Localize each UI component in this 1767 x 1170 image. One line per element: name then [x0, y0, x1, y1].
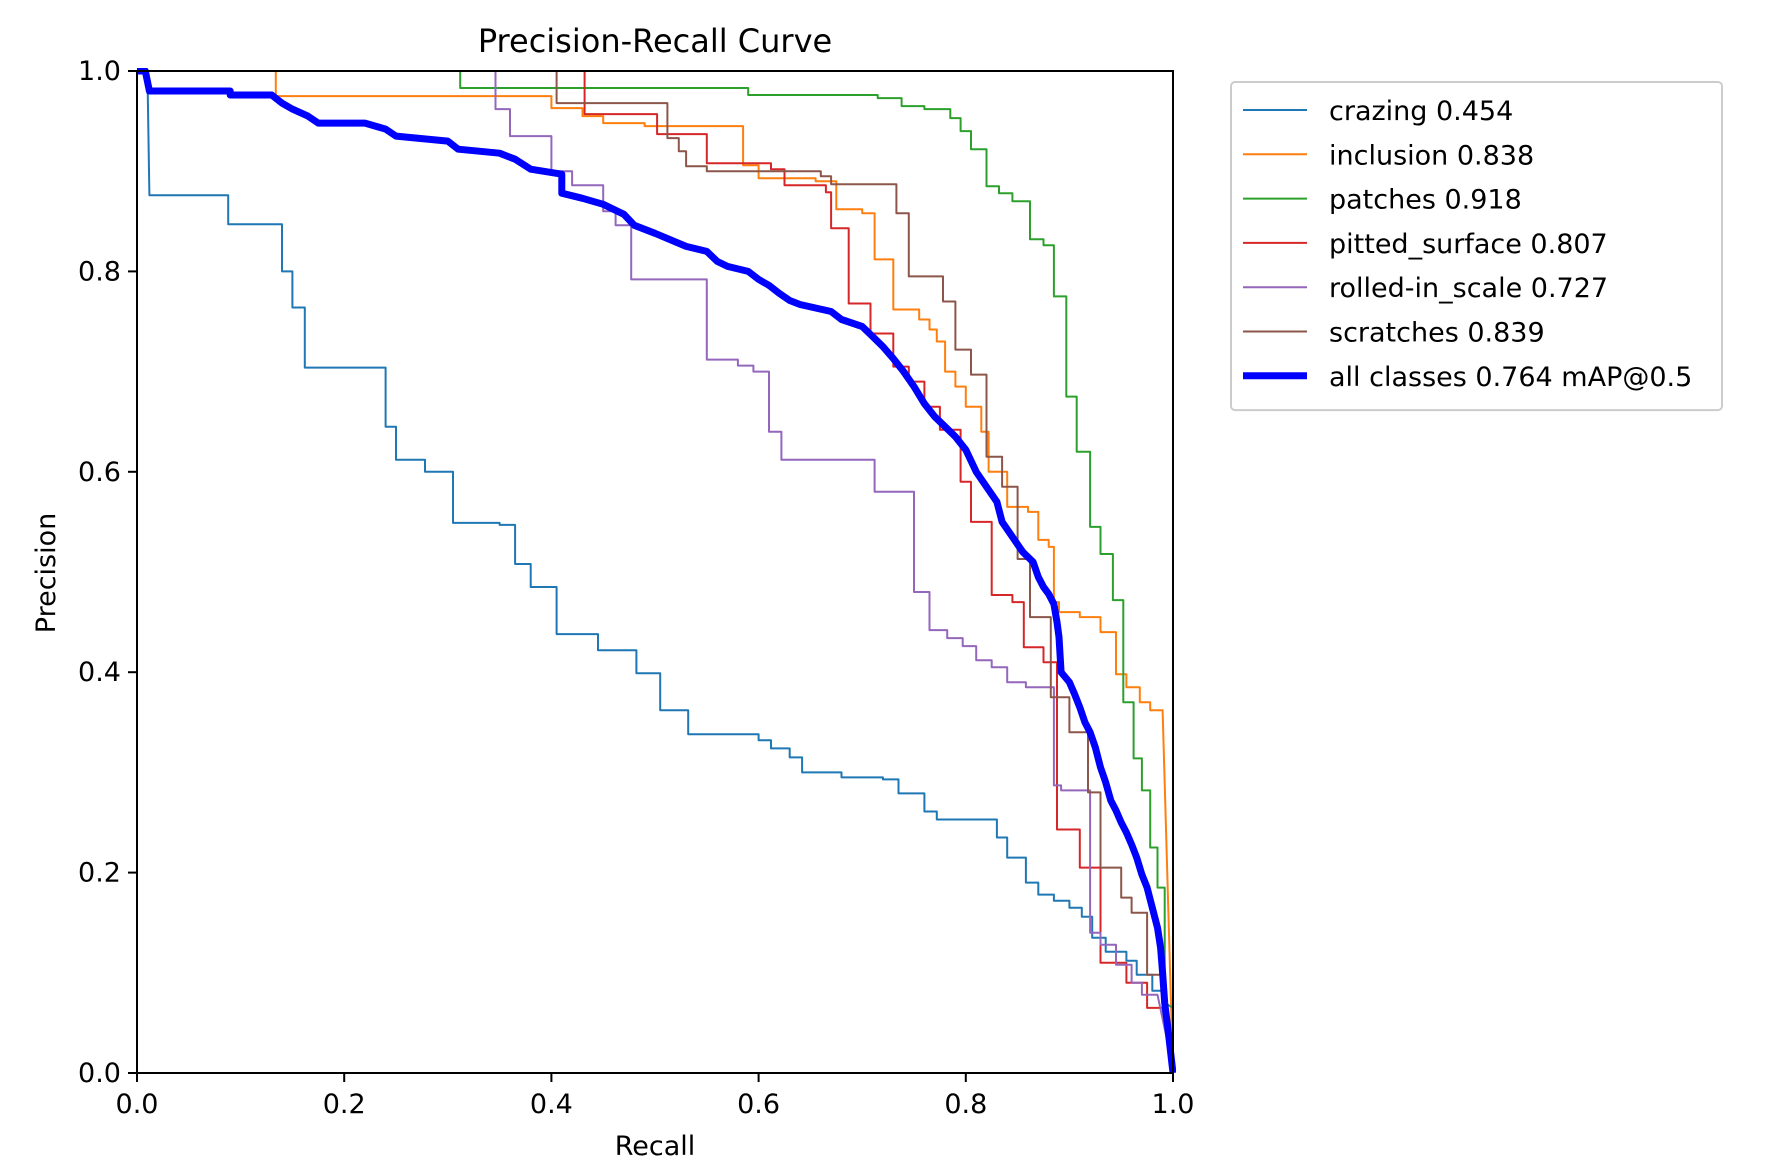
legend-label-6: all classes 0.764 mAP@0.5: [1329, 362, 1692, 393]
x-tick-label: 0.2: [323, 1089, 366, 1120]
legend-label-1: inclusion 0.838: [1329, 140, 1534, 171]
series-line-5: [555, 71, 1174, 1069]
y-tick-label: 0.8: [78, 256, 121, 287]
y-tick-label: 1.0: [78, 56, 121, 87]
series-line-2: [459, 71, 1174, 1073]
y-axis-title: Precision: [31, 513, 62, 633]
y-tick-label: 0.4: [78, 657, 121, 688]
y-tick-label: 0.6: [78, 457, 121, 488]
chart-title: Precision-Recall Curve: [478, 22, 832, 60]
legend-label-5: scratches 0.839: [1329, 318, 1545, 349]
series-line-6: [137, 68, 1176, 1074]
legend-box: [1230, 81, 1723, 412]
legend-label-4: rolled-in_scale 0.727: [1329, 273, 1608, 304]
y-tick-label: 0.2: [78, 858, 121, 889]
x-tick-label: 0.0: [116, 1089, 159, 1120]
legend: crazing 0.454 inclusion 0.838 patches 0.91…: [1230, 81, 1723, 412]
x-tick-label: 1.0: [1152, 1089, 1195, 1120]
plot-lines: [137, 68, 1176, 1074]
axes: 0.0 0.2 0.4 0.6 0.8 1.0 0.0 0.2 0.4 0.6 0.8 1.0: [78, 56, 1194, 1120]
series-group: [137, 68, 1176, 1074]
x-tick-label: 0.4: [530, 1089, 573, 1120]
legend-label-2: patches 0.918: [1329, 185, 1522, 216]
legend-label-3: pitted_surface 0.807: [1329, 229, 1608, 260]
y-tick-label: 0.0: [78, 1058, 121, 1089]
x-tick-label: 0.6: [737, 1089, 780, 1120]
series-line-0: [137, 70, 1174, 1074]
x-tick-label: 0.8: [944, 1089, 987, 1120]
legend-label-0: crazing 0.454: [1329, 96, 1513, 127]
x-axis-title: Recall: [615, 1131, 696, 1162]
plot-frame: [136, 70, 1174, 1074]
series-line-1: [274, 71, 1174, 1074]
series-line-4: [494, 71, 1174, 1069]
